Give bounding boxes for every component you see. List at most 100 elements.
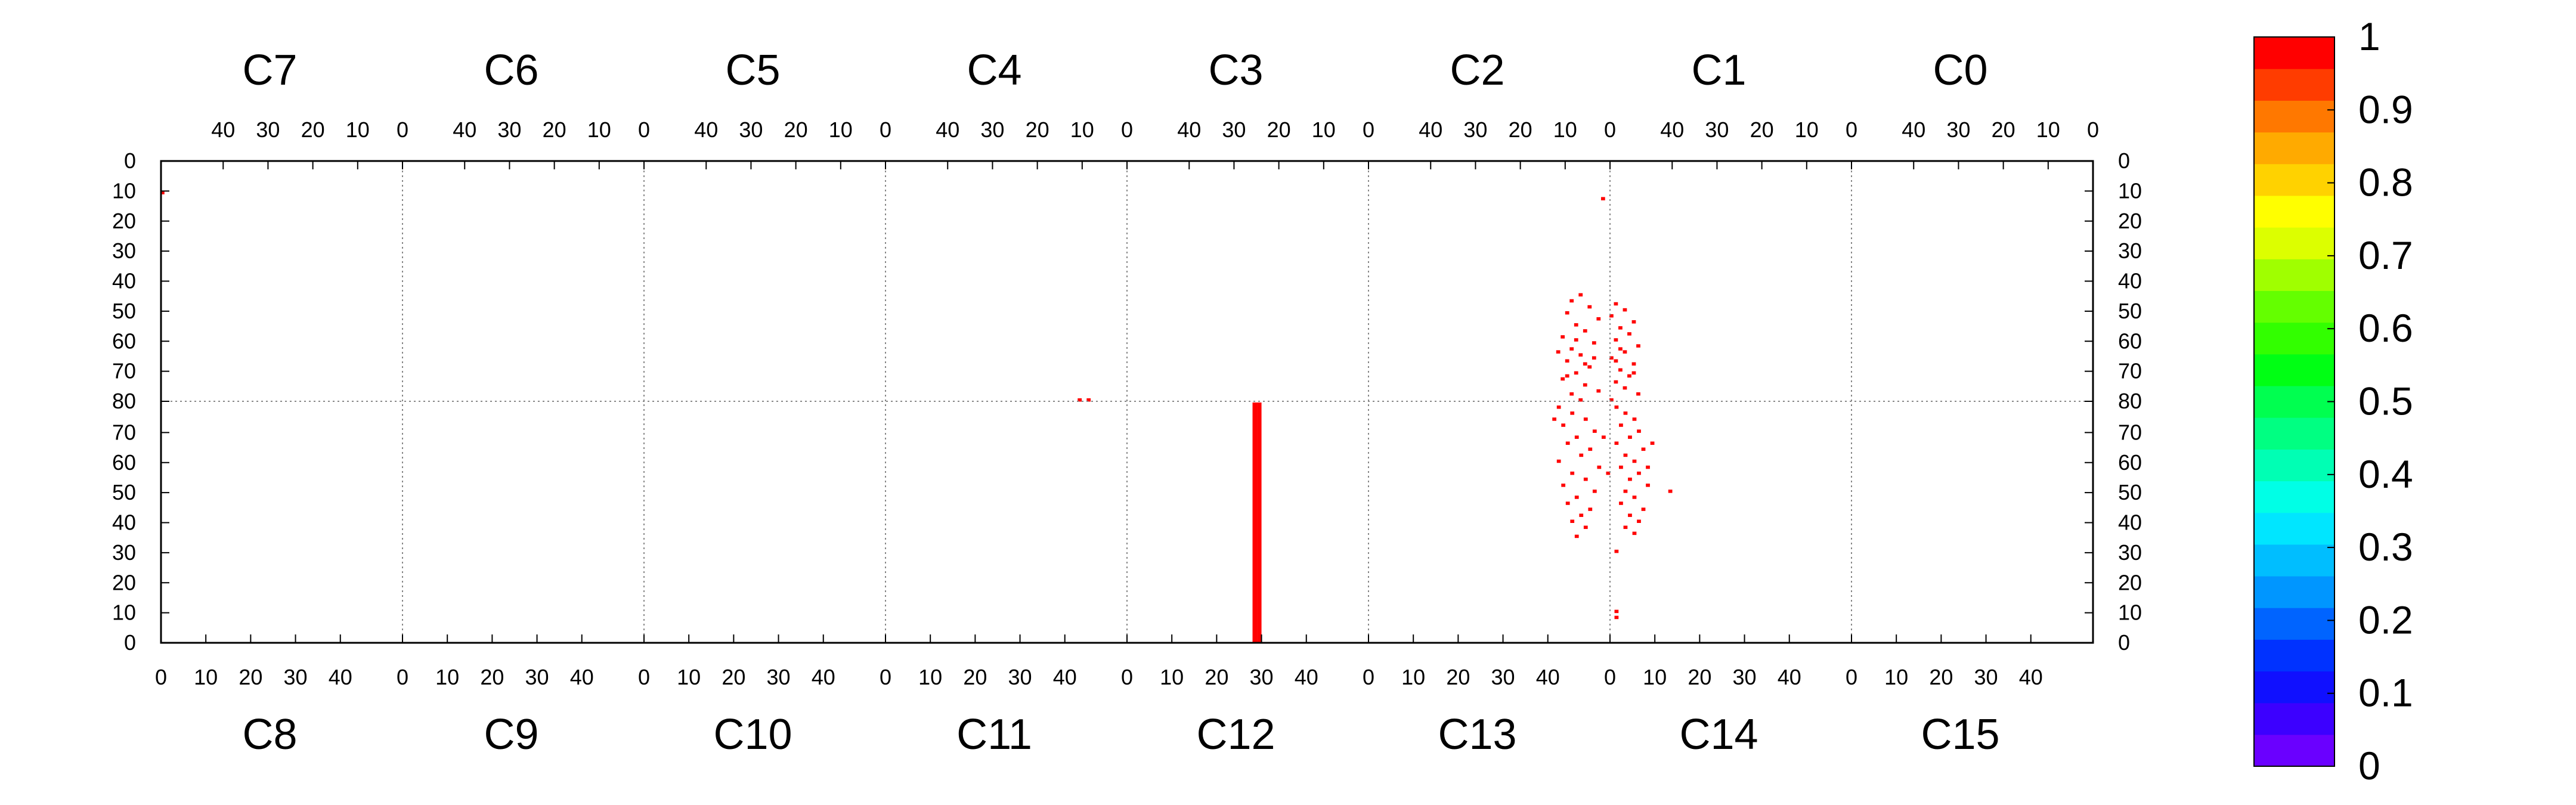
hit-pixel [1578,293,1583,297]
bottom-chip-label: C13 [1438,711,1516,758]
bottom-x-tick-label: 0 [1604,665,1616,689]
top-x-tick-label: 10 [829,117,853,142]
right-y-tick-label: 60 [2118,450,2142,475]
hit-pixel [1623,386,1627,390]
right-y-tick-label: 0 [2118,148,2130,173]
bottom-x-tick-label: 20 [480,665,504,689]
hit-pixel [1623,350,1627,354]
bottom-x-tick-label: 30 [767,665,791,689]
hit-pixel [1619,465,1623,469]
right-y-tick-label: 10 [2118,178,2142,203]
hit-pixel [1561,377,1565,381]
colorbar-band [2254,259,2334,291]
top-x-tick-label: 20 [543,117,566,142]
top-x-tick-label: 20 [1992,117,2015,142]
top-x-tick-label: 20 [1026,117,1049,142]
hit-pixel [1641,507,1646,511]
colorbar-tick-label: 0.5 [2358,379,2413,423]
colorbar-tick-label: 0.1 [2358,671,2413,715]
top-x-tick-label: 10 [1070,117,1094,142]
top-x-tick-label: 20 [301,117,325,142]
hit-pixel [1086,398,1091,402]
hit-pixel [1583,525,1588,530]
hit-pixel [1614,380,1618,384]
top-x-tick-label: 0 [880,117,891,142]
right-y-tick-label: 20 [2118,209,2142,233]
hit-pixel [1565,501,1570,505]
top-x-tick-label: 10 [1312,117,1336,142]
top-chip-label: C3 [1208,47,1263,94]
hit-pixel [1561,484,1566,487]
bottom-chip-label: C10 [713,711,792,758]
colorbar-tick-label: 0.4 [2358,452,2413,496]
hit-pixel [1623,308,1627,312]
bottom-x-tick-label: 10 [1884,665,1908,689]
hit-pixel [1596,317,1601,321]
colorbar-band [2254,575,2334,608]
hit-pixel [1618,326,1623,330]
hit-pixel [1600,197,1605,200]
hit-pixel [1609,398,1614,402]
bottom-x-tick-label: 10 [435,665,459,689]
hit-pixel [1556,459,1561,463]
bottom-x-tick-label: 0 [155,665,167,689]
top-x-tick-label: 20 [1267,117,1291,142]
hit-pixel [1578,353,1583,357]
bottom-x-tick-label: 20 [239,665,262,689]
left-y-tick-label: 20 [112,570,136,595]
bottom-chip-label: C15 [1921,711,1999,758]
colorbar-band [2254,544,2334,577]
right-y-tick-label: 10 [2118,600,2142,625]
left-y-tick-label: 70 [112,420,136,444]
hit-pixel [1646,484,1650,487]
left-y-tick-label: 0 [124,148,136,173]
hit-pixel [1565,441,1570,445]
colorbar-band [2254,227,2334,259]
hit-pixel [1601,435,1606,439]
colorbar-band [2254,608,2334,640]
hit-pixel [1628,513,1632,517]
hit-pixel [1606,471,1611,475]
hit-pixel [1623,411,1628,415]
hit-pixel [1583,383,1587,387]
top-x-tick-label: 20 [784,117,808,142]
bottom-x-tick-label: 20 [1688,665,1711,689]
hit-column [1252,402,1258,643]
colorbar-band [2254,290,2334,323]
bottom-x-tick-label: 40 [2019,665,2043,689]
hit-pixel [1561,335,1565,339]
hit-pixel [1632,496,1637,499]
top-chip-label: C1 [1691,47,1746,94]
top-chip-label: C6 [484,47,538,94]
bottom-x-tick-label: 20 [963,665,987,689]
left-y-tick-label: 70 [112,359,136,383]
hit-pixel [1632,417,1637,421]
top-x-tick-label: 30 [980,117,1004,142]
top-x-tick-label: 20 [1750,117,1774,142]
hit-pixel [1569,299,1574,303]
colorbar-band [2254,163,2334,196]
top-x-tick-label: 0 [1846,117,1857,142]
bottom-x-tick-label: 30 [1250,665,1274,689]
top-x-tick-label: 30 [1705,117,1729,142]
hit-pixel [1632,459,1637,463]
bottom-x-tick-label: 40 [570,665,594,689]
hit-pixel [1565,374,1569,378]
top-x-tick-label: 0 [1604,117,1616,142]
hit-pixel [1596,389,1601,393]
top-x-tick-label: 10 [2036,117,2060,142]
hit-pixel [1619,423,1623,427]
hit-pixel [1583,329,1587,333]
bottom-chip-label: C12 [1196,711,1275,758]
colorbar-band [2254,449,2334,482]
hit-pixel [1574,534,1579,538]
left-y-tick-label: 20 [112,209,136,233]
bottom-x-tick-label: 40 [329,665,352,689]
colorbar-band [2254,195,2334,228]
hit-pixel [1641,447,1646,451]
hit-pixel [1609,314,1614,318]
top-x-tick-label: 10 [587,117,611,142]
hit-pixel [1623,525,1628,530]
top-x-tick-label: 40 [1177,117,1201,142]
bottom-x-tick-label: 30 [525,665,549,689]
